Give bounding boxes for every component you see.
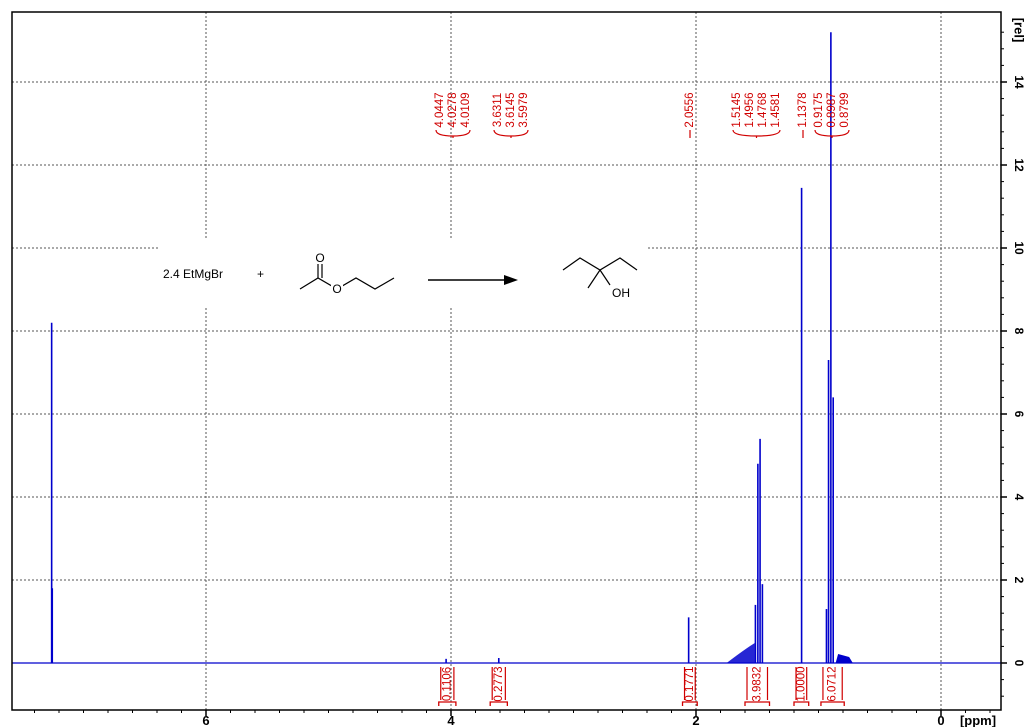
integral-bracket [793, 701, 810, 706]
x-tick-label: 0 [937, 713, 944, 727]
methyl-bond [587, 269, 601, 289]
grid-lines [12, 12, 1001, 710]
integral-region: 0.1106 [438, 667, 457, 706]
hydroxyl-bond [599, 269, 611, 286]
ester-skeleton [299, 277, 395, 290]
integral-box-side [822, 667, 843, 700]
ester-oxygen: O [332, 282, 341, 296]
peak-labels: 4.0447 4.0278 4.0109 3.6311 3.6145 3.5979 2.05… [434, 92, 851, 138]
y-tick-label: 0 [1012, 660, 1026, 667]
peak-shift-label: 0.8987 [826, 92, 838, 127]
hydroxyl-label: OH [612, 286, 630, 300]
integral-box-side [746, 667, 769, 700]
peak-shift-label: 3.5979 [518, 92, 530, 127]
x-tick-label: 2 [692, 713, 699, 727]
integral-value-label: 1.0000 [795, 666, 807, 701]
peak-shift-label: 1.4956 [744, 92, 756, 127]
peak-shift-label: 4.0278 [447, 92, 459, 127]
x-tick-label: 6 [202, 713, 209, 727]
y-axis-unit-label: [rel] [1012, 18, 1027, 43]
integral-region: 6.0712 [820, 666, 845, 706]
integral-value-label: 6.0712 [827, 666, 839, 701]
reaction-arrow-head [504, 275, 518, 285]
y-tick-label: 4 [1012, 494, 1026, 501]
peak-shift-label: 1.1378 [797, 92, 809, 127]
peak-label-group: 3.6311 3.6145 3.5979 [492, 92, 530, 138]
peak-shift-label: 1.4768 [757, 92, 769, 127]
integral-value-label: 0.2773 [493, 666, 505, 701]
y-tick-label: 2 [1012, 577, 1026, 584]
peak-label-group: 1.1378 [797, 92, 809, 138]
plot-background [12, 12, 1001, 710]
peak-shift-label: 1.4581 [770, 92, 782, 127]
axes: 6 4 2 0 [ppm] 0 2 4 6 8 10 12 14 [rel] [34, 18, 1027, 727]
integral-box-side [795, 667, 808, 700]
integral-bracket [438, 701, 457, 706]
integral-region: 1.0000 [793, 666, 810, 706]
peak-shift-label: 3.6145 [505, 92, 517, 127]
spectrum-trace [12, 32, 1001, 664]
peak-shift-label: 3.6311 [492, 93, 504, 127]
y-tick-label: 14 [1012, 75, 1026, 89]
peak-label-group: 0.9175 0.8987 0.8799 [813, 92, 851, 138]
integral-bracket [820, 701, 845, 706]
plot-frame [11, 11, 1002, 711]
integral-region: 0.2773 [489, 666, 508, 706]
y-tick-label: 8 [1012, 328, 1026, 335]
integral-regions: 0.1106 0.2773 0.1771 3.9832 1.0000 6.0712 [438, 666, 845, 706]
integral-box-side [683, 667, 696, 700]
integral-value-label: 0.1106 [441, 667, 453, 701]
integral-bracket [681, 701, 698, 706]
integral-value-label: 3.9832 [751, 666, 763, 701]
peak-label-group: 1.5145 1.4956 1.4768 1.4581 [731, 92, 782, 138]
multiplet-envelope [829, 397, 834, 663]
peak-label-group: 4.0447 4.0278 4.0109 [434, 92, 472, 138]
integral-bracket [489, 701, 508, 706]
scheme-backdrop [160, 240, 648, 308]
integral-region: 0.1771 [681, 666, 698, 706]
peak-label-group: 2.0556 [684, 92, 696, 138]
grignard-reagent-label: 2.4 EtMgBr [163, 267, 223, 281]
carbonyl-oxygen: O [315, 251, 324, 265]
y-tick-label: 12 [1012, 158, 1026, 172]
peak-shift-label: 0.9175 [813, 92, 825, 127]
peak-shift-label: 4.0447 [434, 92, 446, 127]
integral-box-side [440, 667, 455, 700]
y-tick-label: 6 [1012, 411, 1026, 418]
integral-value-label: 0.1771 [684, 666, 696, 701]
x-axis-unit-label: [ppm] [960, 713, 996, 727]
reaction-scheme: 2.4 EtMgBr + O O OH [160, 240, 648, 308]
peak-shift-label: 0.8799 [839, 92, 851, 127]
ester-o-mask [331, 282, 343, 294]
integral-bracket [744, 701, 771, 706]
peak-shift-label: 4.0109 [460, 92, 472, 127]
x-tick-label: 4 [447, 713, 455, 727]
peak-shift-label: 1.5145 [731, 92, 743, 127]
peak-shift-label: 2.0556 [684, 92, 696, 127]
spectrum-broad-hump [726, 643, 755, 663]
multiplet-envelope [755, 464, 762, 663]
plus-sign: + [257, 267, 264, 281]
y-tick-label: 10 [1012, 241, 1026, 255]
spectrum-shoulder [835, 654, 853, 663]
integral-region: 3.9832 [744, 666, 771, 706]
integral-box-side [491, 667, 506, 700]
